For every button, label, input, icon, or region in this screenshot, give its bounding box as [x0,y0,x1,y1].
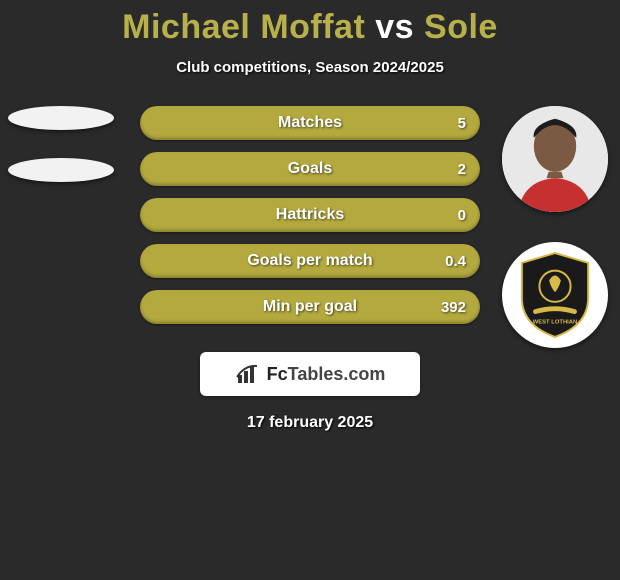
person-icon [502,106,608,212]
vs-label: vs [375,8,414,46]
player2-club-crest: WEST LOTHIAN [502,242,608,348]
stats-list: Matches 5 Goals 2 Hattricks 0 Goals per … [140,106,480,324]
stat-label: Matches [278,114,342,132]
stat-right-value: 0 [458,207,466,224]
stat-min-per-goal: Min per goal 392 [140,290,480,324]
brand-text: FcTables.com [267,364,386,385]
brand-suffix: Tables.com [288,364,386,384]
player2-name: Sole [424,8,498,46]
right-avatars: WEST LOTHIAN [502,106,608,348]
brand-badge[interactable]: FcTables.com [200,352,420,396]
stat-right-value: 5 [458,115,466,132]
stat-right-value: 0.4 [445,253,466,270]
date-label: 17 february 2025 [247,414,373,432]
chart-icon [235,363,261,385]
stat-matches: Matches 5 [140,106,480,140]
player1-club-placeholder [8,158,114,182]
main-row: Matches 5 Goals 2 Hattricks 0 Goals per … [0,106,620,324]
stat-goals: Goals 2 [140,152,480,186]
stat-right-value: 2 [458,161,466,178]
page-title: Michael Moffat vs Sole [122,8,498,47]
svg-text:WEST LOTHIAN: WEST LOTHIAN [533,319,577,325]
player1-name: Michael Moffat [122,8,365,46]
player1-placeholder [8,106,114,130]
stat-hattricks: Hattricks 0 [140,198,480,232]
stat-right-value: 392 [441,299,466,316]
stat-label: Hattricks [276,206,344,224]
stat-label: Min per goal [263,298,357,316]
stat-goals-per-match: Goals per match 0.4 [140,244,480,278]
left-avatars [8,106,114,182]
player2-avatar [502,106,608,212]
stat-label: Goals [288,160,332,178]
comparison-card: Michael Moffat vs Sole Club competitions… [0,0,620,432]
stat-label: Goals per match [247,252,372,270]
subtitle: Club competitions, Season 2024/2025 [176,59,444,76]
shield-icon: WEST LOTHIAN [516,251,594,339]
brand-prefix: Fc [267,364,288,384]
